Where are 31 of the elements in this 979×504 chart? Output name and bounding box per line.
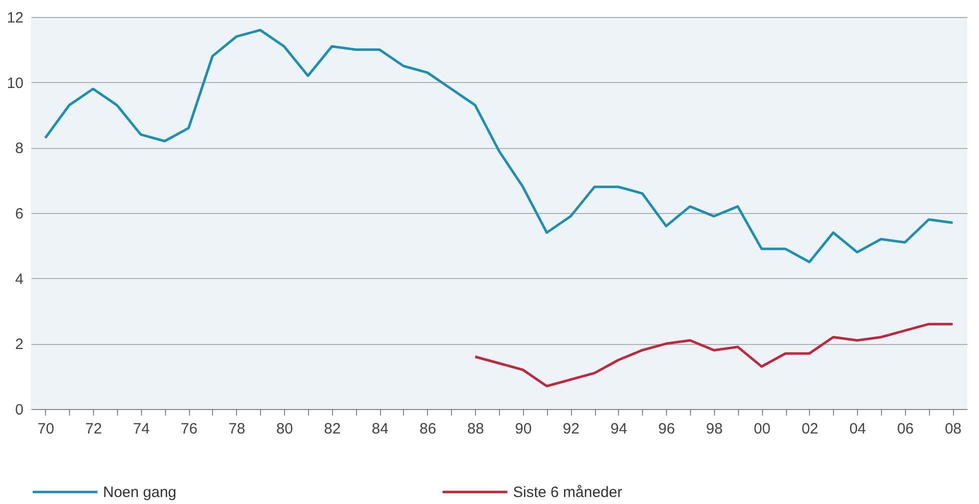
y-tick-label: 0 <box>15 402 24 418</box>
legend-label: Siste 6 måneder <box>513 484 622 501</box>
x-tick-label: 88 <box>467 420 484 438</box>
y-tick-label: 10 <box>6 74 24 92</box>
x-tick-label: 92 <box>562 420 580 438</box>
x-tick-label: 04 <box>849 420 866 438</box>
x-tick-label: 08 <box>944 420 962 438</box>
x-tick-label: 00 <box>754 420 770 438</box>
x-tick-label: 80 <box>276 420 293 438</box>
y-tick-label: 4 <box>15 270 24 288</box>
line-series <box>44 28 954 264</box>
legend-label: Noen gang <box>103 484 176 501</box>
x-tick-label: 86 <box>420 420 436 438</box>
x-tick-label: 02 <box>802 420 818 438</box>
line-series <box>474 322 954 388</box>
x-tick-label: 74 <box>132 420 150 438</box>
x-tick-label: 96 <box>658 420 675 438</box>
x-tick-label: 84 <box>372 420 388 438</box>
y-tick-label: 8 <box>15 140 24 158</box>
x-tick-label: 72 <box>85 420 102 438</box>
y-tick-label: 6 <box>15 206 24 222</box>
x-tick-label: 78 <box>228 420 246 438</box>
y-tick-label: 2 <box>15 336 24 354</box>
x-tick-label: 90 <box>515 420 532 438</box>
x-tick-label: 98 <box>706 420 723 438</box>
x-tick-label: 94 <box>610 420 628 438</box>
x-tick-label: 70 <box>37 420 54 438</box>
x-tick-label: 06 <box>897 420 914 438</box>
x-tick-label: 82 <box>324 420 341 438</box>
x-tick-label: 76 <box>180 420 198 438</box>
y-tick-label: 12 <box>6 10 24 26</box>
